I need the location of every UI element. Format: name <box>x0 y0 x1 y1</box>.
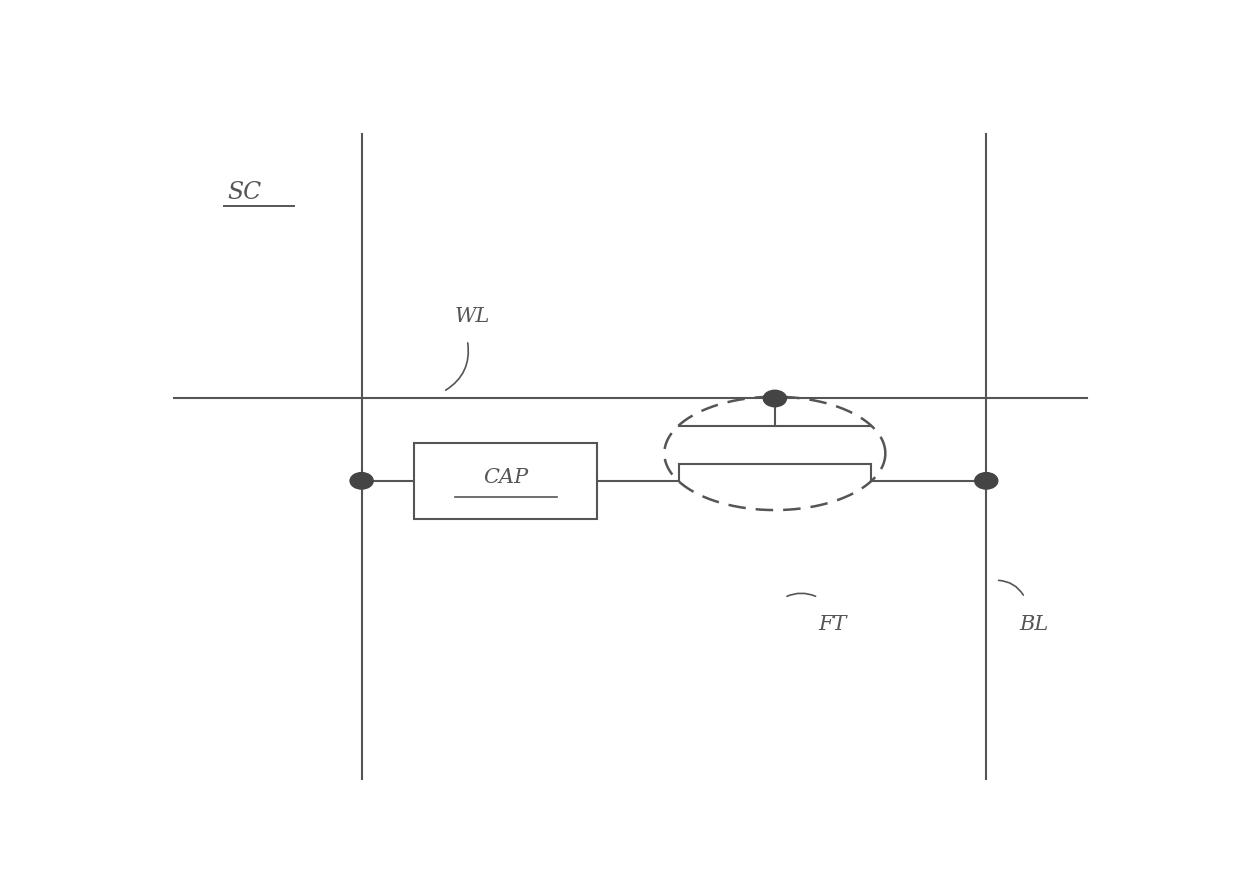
Text: WL: WL <box>454 307 490 326</box>
Text: FT: FT <box>818 616 847 634</box>
Text: SC: SC <box>227 181 262 204</box>
Circle shape <box>350 472 373 489</box>
Circle shape <box>975 472 998 489</box>
Bar <box>414 443 598 519</box>
Circle shape <box>764 390 786 406</box>
Text: BL: BL <box>1019 616 1049 634</box>
Text: CAP: CAP <box>484 468 528 486</box>
